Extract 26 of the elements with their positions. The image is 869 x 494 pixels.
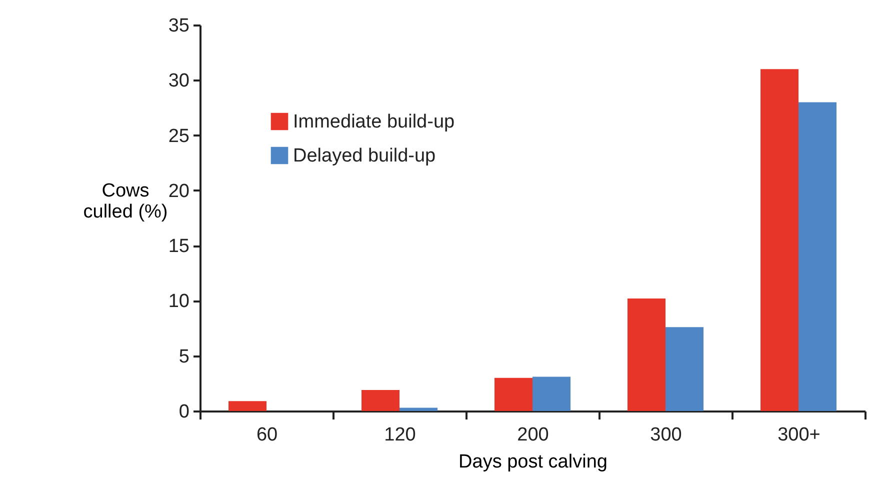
x-tick-label: 200 xyxy=(517,424,549,446)
y-tick-label: 5 xyxy=(178,346,190,368)
bar xyxy=(666,327,704,411)
y-tick-label: 20 xyxy=(168,180,190,202)
x-tick-label: 60 xyxy=(256,424,278,446)
x-tick-label: 120 xyxy=(384,424,416,446)
y-tick-label: 35 xyxy=(168,16,190,36)
x-tick-label: 300+ xyxy=(778,424,820,446)
bar xyxy=(760,69,798,411)
y-axis-title: Cows culled (%) xyxy=(83,180,168,222)
x-tick-label: 300 xyxy=(650,424,682,446)
bar xyxy=(362,390,400,411)
bar xyxy=(400,408,438,411)
legend-label: Delayed build-up xyxy=(293,146,436,166)
x-axis-title: Days post calving xyxy=(458,452,608,472)
bar xyxy=(494,378,532,411)
y-tick-label: 25 xyxy=(168,126,190,147)
legend-label: Immediate build-up xyxy=(293,112,455,132)
bar xyxy=(532,376,570,411)
y-tick-label: 15 xyxy=(168,236,190,258)
y-tick-label: 0 xyxy=(178,402,190,422)
bar xyxy=(628,298,666,411)
y-tick-label: 10 xyxy=(168,291,190,312)
y-tick-label: 30 xyxy=(168,70,190,92)
bar xyxy=(228,401,266,411)
bar xyxy=(798,102,836,411)
